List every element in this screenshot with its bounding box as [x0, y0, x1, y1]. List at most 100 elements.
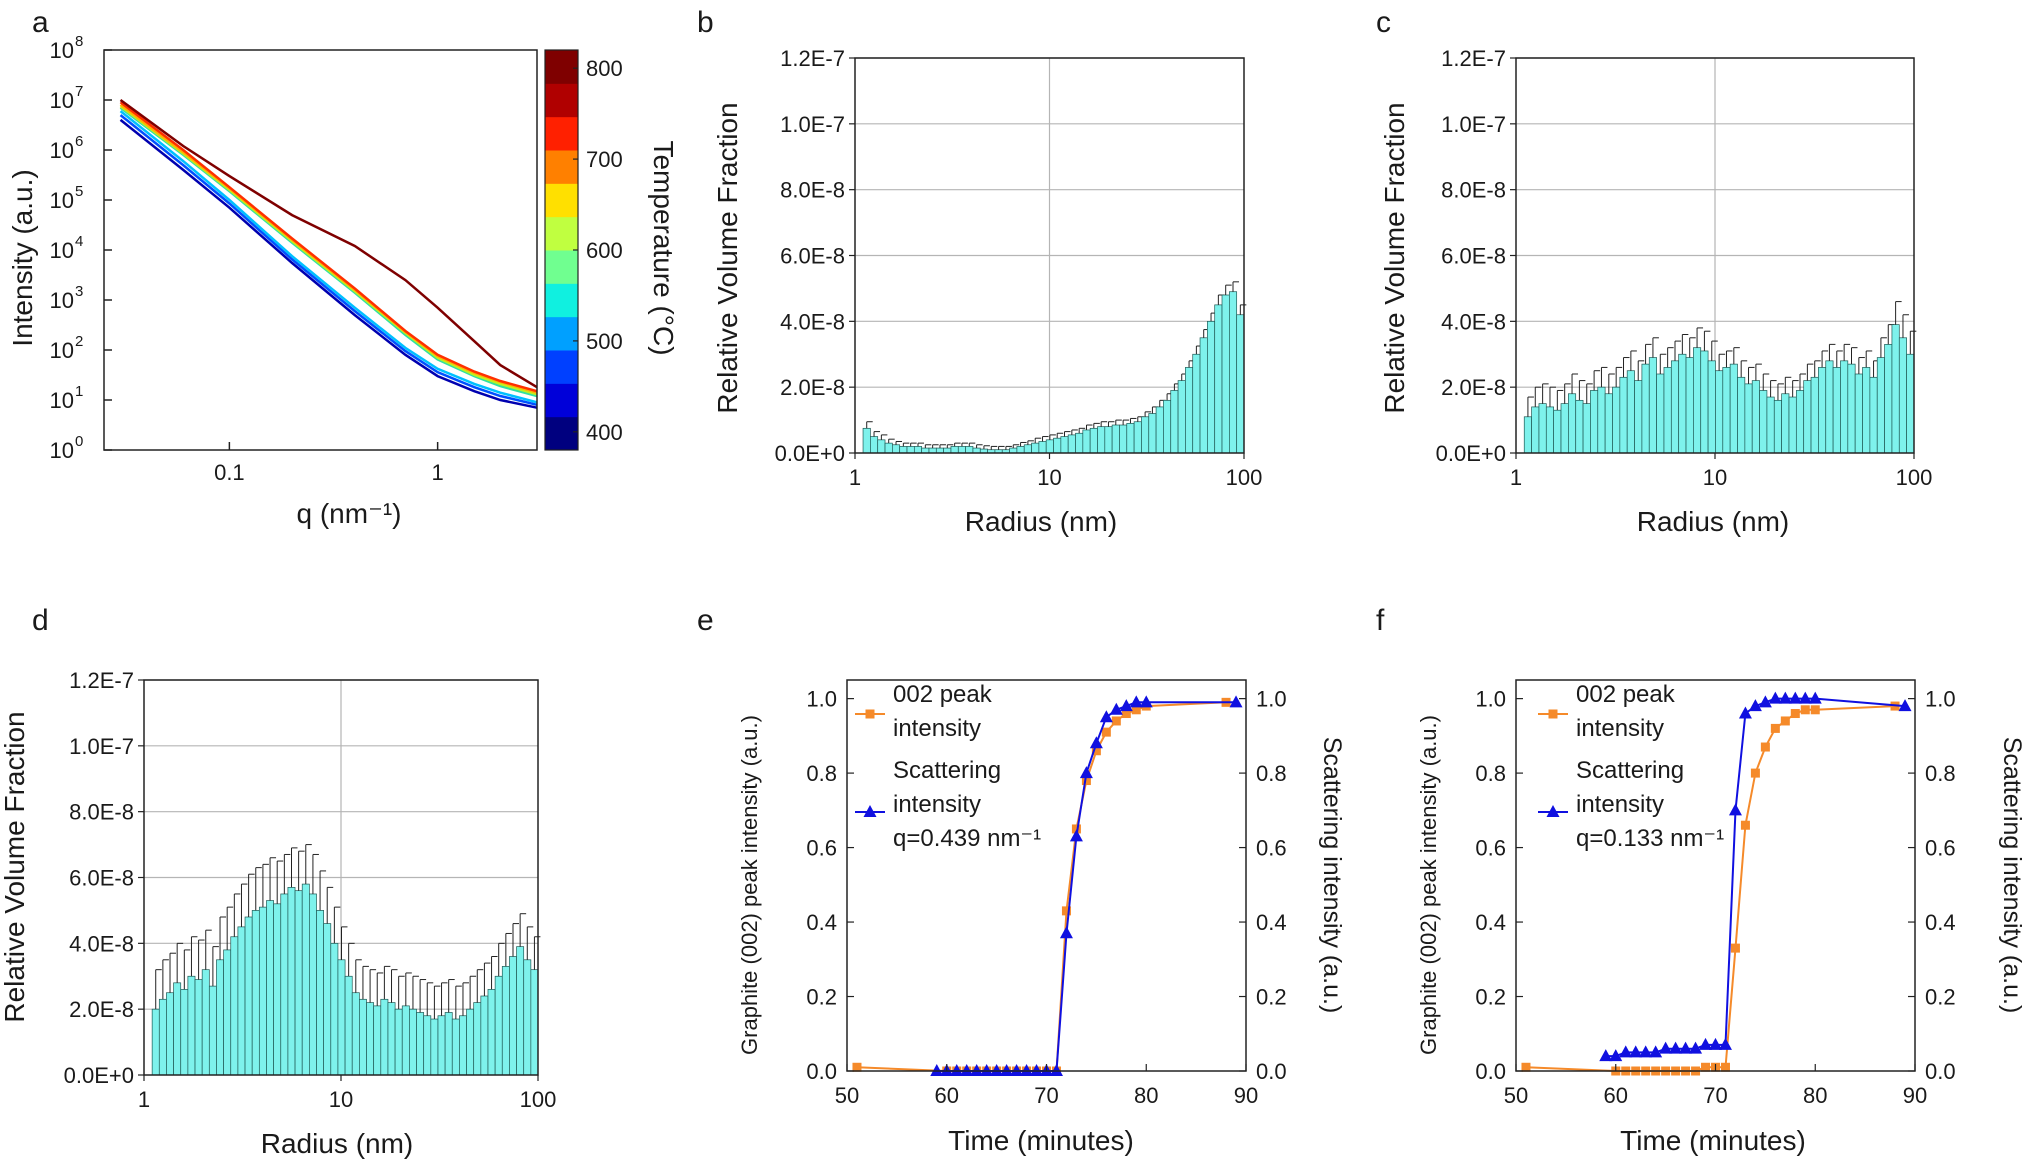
curve-6 [119, 101, 538, 393]
marker-square-15 [1081, 776, 1091, 786]
marker-triangle-22 [1229, 695, 1243, 708]
legend-text-1-2: q=0.439 nm⁻¹ [893, 825, 1041, 852]
legend-marker-1 [1546, 805, 1560, 817]
bar-35 [1119, 424, 1128, 454]
marker-triangle-12 [1049, 1064, 1063, 1076]
colorbar-segment-10 [545, 83, 578, 118]
bar-11 [230, 936, 239, 1076]
marker-square-17 [1101, 727, 1111, 737]
panel-a-ylabel: Intensity (a.u.) [7, 169, 38, 346]
marker-triangle-15 [1748, 699, 1762, 712]
marker-triangle-0 [930, 1064, 944, 1076]
bar-12 [1612, 386, 1621, 454]
marker-triangle-19 [1788, 691, 1802, 704]
bar-39 [1148, 413, 1157, 454]
xtick-label-4: 90 [1234, 1083, 1258, 1108]
marker-triangle-4 [970, 1064, 984, 1076]
marker-triangle-5 [1649, 1045, 1663, 1058]
bar-0 [151, 1008, 160, 1076]
colorbar-tick-label-0: 800 [586, 56, 623, 81]
ytick-label-5: 1.0 [1475, 687, 1506, 712]
panel-letter-f: f [1376, 604, 1385, 637]
panel-c-ylabel: Relative Volume Fraction [1379, 102, 1410, 413]
bar-49 [501, 966, 510, 1076]
bar-25 [330, 942, 339, 1076]
marker-square-17 [1770, 723, 1780, 733]
bar-35 [1781, 393, 1790, 454]
bar-43 [1177, 380, 1186, 454]
bar-32 [380, 998, 389, 1076]
xtick-label-0: 0.1 [214, 460, 245, 485]
panel-d-ylabel: Relative Volume Fraction [0, 711, 30, 1022]
ytick-label-0: 0.0 [1475, 1059, 1506, 1084]
bar-29 [359, 998, 367, 1076]
bar-22 [1685, 357, 1694, 454]
bar-10 [1597, 386, 1606, 454]
bar-17 [1648, 357, 1657, 454]
marker-triangle-21 [1139, 695, 1153, 708]
bar-20 [294, 890, 303, 1076]
bar-18 [1656, 373, 1665, 454]
marker-triangle-21 [1808, 691, 1822, 704]
marker-triangle-16 [1089, 736, 1103, 749]
ytick-label-4: 0.8 [1475, 761, 1506, 786]
bar-40 [1818, 367, 1827, 454]
marker-triangle-13 [1059, 926, 1073, 939]
marker-triangle-8 [1679, 1041, 1693, 1054]
ytick-label-right-0: 0.0 [1256, 1059, 1287, 1084]
bar-40 [1155, 406, 1164, 454]
legend-marker-0 [865, 709, 875, 719]
bar-34 [394, 1008, 403, 1076]
panel-b-xlabel: Radius (nm) [965, 506, 1117, 537]
panel-e-xlabel: Time (minutes) [948, 1125, 1134, 1156]
ytick-label-right-4: 0.8 [1256, 761, 1287, 786]
bar-0 [1523, 416, 1532, 454]
bar-38 [1141, 416, 1150, 454]
bar-46 [480, 995, 489, 1076]
bar-36 [1788, 396, 1797, 454]
bar-2 [166, 992, 174, 1076]
bar-37 [416, 1012, 425, 1076]
panel-f-ylabel: Graphite (002) peak intensity (a.u.) [1416, 715, 1441, 1055]
colorbar: 800 700 600 500 400 [544, 49, 623, 451]
marker-triangle-19 [1119, 699, 1133, 712]
colorbar-segment-3 [545, 316, 578, 351]
bar-26 [1053, 437, 1062, 454]
ytick-label-4: 10 [50, 238, 74, 263]
xtick-label-0: 50 [835, 1083, 859, 1108]
marker-square-18 [1111, 716, 1121, 726]
bar-30 [366, 1002, 375, 1076]
bar-17 [273, 903, 282, 1076]
marker-triangle-3 [1629, 1045, 1643, 1058]
legend-marker-1 [863, 805, 877, 817]
marker-triangle-5 [980, 1064, 994, 1076]
bar-23 [316, 910, 325, 1076]
bar-21 [301, 883, 310, 1076]
bar-48 [1876, 357, 1885, 454]
xtick-label-0: 1 [849, 465, 861, 490]
ytick-label-4: 8.0E-8 [780, 178, 845, 203]
bar-0 [862, 427, 871, 454]
bar-41 [1163, 399, 1172, 454]
xtick-label-1: 1 [432, 460, 444, 485]
bar-47 [487, 989, 496, 1076]
bar-6 [1568, 393, 1577, 454]
marker-triangle-6 [1659, 1041, 1673, 1054]
bar-7 [913, 446, 923, 454]
panel-letter-c: c [1376, 6, 1391, 39]
marker-square-16 [1760, 742, 1770, 752]
marker-triangle-13 [1728, 803, 1742, 816]
colorbar-tick-label-4: 400 [586, 420, 623, 445]
series-line-1 [1605, 697, 1906, 1058]
ytick-label-6: 1.2E-7 [780, 46, 845, 71]
marker-square-16 [1091, 746, 1101, 756]
legend-text-1-1: intensity [893, 791, 981, 818]
ytick-label-5: 1.0E-7 [1441, 112, 1506, 137]
bar-48 [494, 975, 503, 1076]
xtick-label-0: 1 [1510, 465, 1522, 490]
colorbar-tick-label-3: 500 [586, 329, 623, 354]
bar-16 [1641, 363, 1650, 454]
curve-7 [119, 98, 538, 389]
